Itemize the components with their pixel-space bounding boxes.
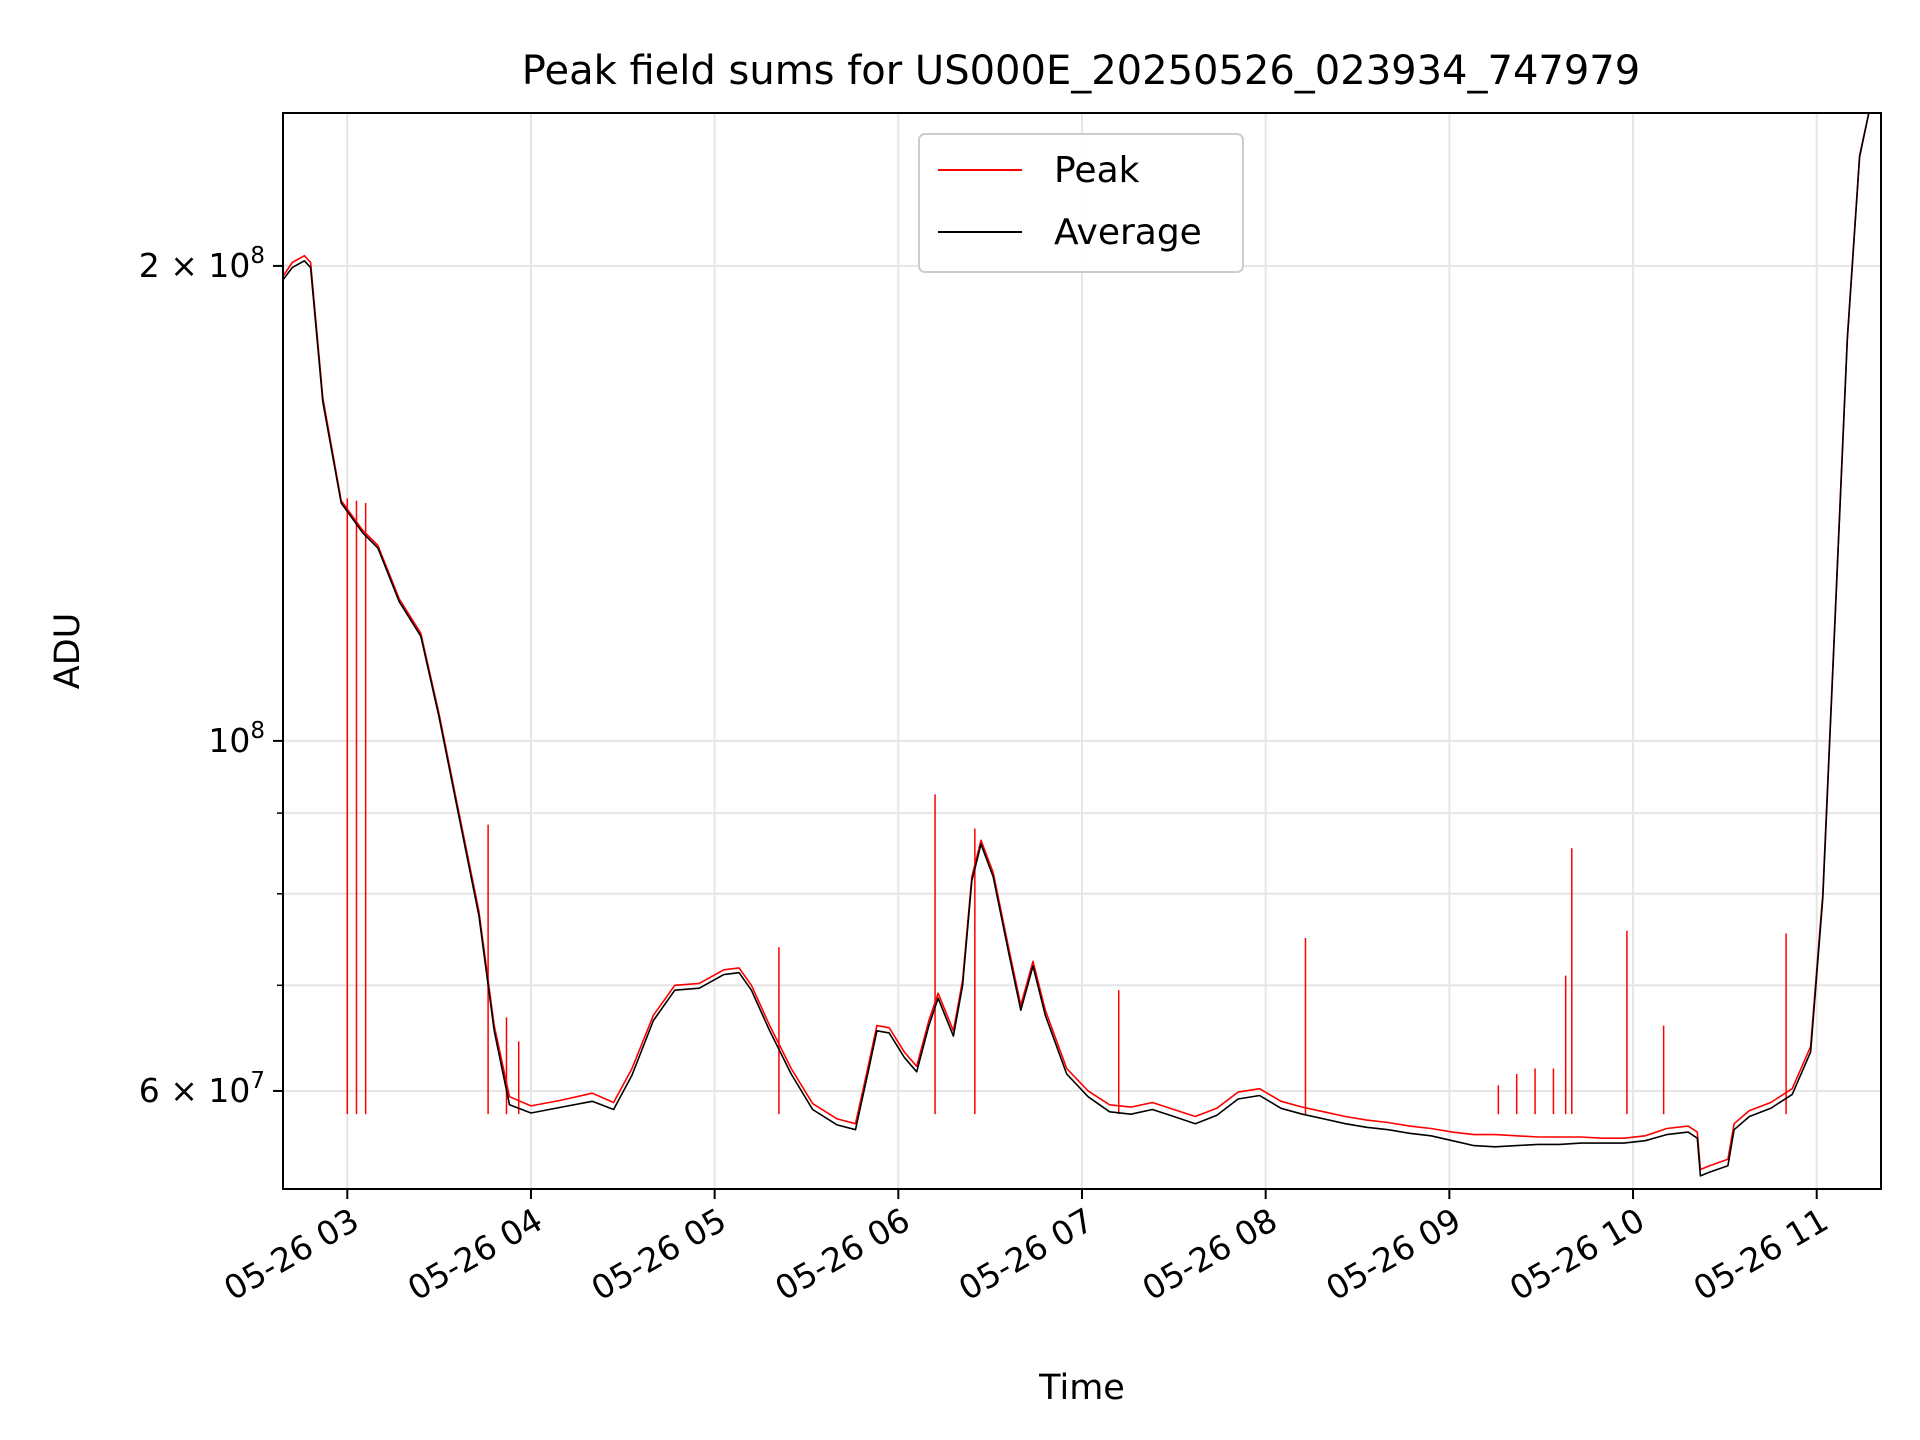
y-tick-label: 2 × 108 xyxy=(139,243,265,285)
y-tick-label: 108 xyxy=(208,718,265,760)
chart-title: Peak field sums for US000E_20250526_0239… xyxy=(522,48,1640,94)
series-peak-line xyxy=(282,112,1870,1171)
y-axis: 2 × 108 108 6 × 107 xyxy=(139,243,283,1110)
series-layer xyxy=(282,112,1870,1177)
legend: Peak Average xyxy=(918,133,1244,273)
legend-box xyxy=(918,133,1244,273)
legend-label-average: Average xyxy=(1054,212,1202,253)
y-tick-label: 6 × 107 xyxy=(139,1068,265,1110)
legend-label-peak: Peak xyxy=(1054,150,1140,191)
y-axis-label: ADU xyxy=(48,613,88,690)
series-average-line xyxy=(282,112,1870,1177)
x-axis-label: Time xyxy=(1038,1368,1125,1408)
